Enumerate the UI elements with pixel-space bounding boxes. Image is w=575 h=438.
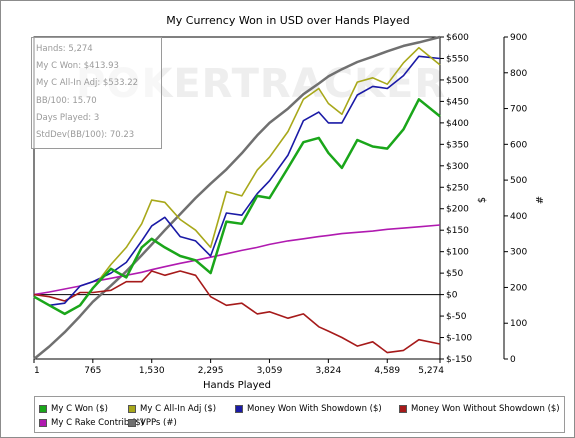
- x-tick-label: 3,824: [315, 366, 341, 376]
- y-axis-right: 900 800 700 600 500 400 300 200 100 0: [503, 33, 527, 365]
- series-layer: [33, 35, 441, 360]
- y2-tick-label: 0: [510, 355, 516, 365]
- y-tick-label: $350: [446, 140, 469, 150]
- legend-swatch: [39, 405, 47, 413]
- legend: My C Won ($) My C All-In Adj ($) Money W…: [34, 396, 565, 433]
- y-tick-label: $150: [446, 226, 469, 236]
- x-tick-label: 3,059: [257, 366, 283, 376]
- x-tick-label: 2,295: [198, 366, 224, 376]
- x-tick-label: 5,274: [418, 366, 444, 376]
- legend-item-vpps: VPPs (#): [128, 418, 177, 428]
- y-axis-right-label: #: [535, 196, 546, 204]
- y-tick-label: $500: [446, 76, 469, 86]
- stat-allin: My C All-In Adj: $533.22: [36, 78, 139, 89]
- x-tick-label: 1,530: [139, 366, 165, 376]
- legend-label: Money Won Without Showdown ($): [411, 404, 560, 414]
- y2-tick-label: 700: [510, 105, 527, 115]
- y2-tick-label: 300: [510, 248, 527, 258]
- y2-tick-label: 400: [510, 212, 527, 222]
- y-axis-left: $600 $550 $500 $450 $400 $350 $300 $250 $200 $150…: [440, 33, 472, 365]
- y-tick-label: $450: [446, 97, 469, 107]
- legend-label: Money Won With Showdown ($): [247, 404, 382, 414]
- chart-title: My Currency Won in USD over Hands Played: [166, 14, 409, 27]
- series-line-0: [33, 98, 441, 316]
- legend-item-allin: My C All-In Adj ($): [128, 404, 216, 414]
- stat-hands: Hands: 5,274: [36, 44, 93, 54]
- legend-item-rake: My C Rake Contrib ($): [39, 418, 144, 428]
- legend-item-nonshowdown: Money Won Without Showdown ($): [399, 404, 560, 414]
- y-tick-label: $400: [446, 119, 469, 129]
- y-tick-label: $-150: [446, 355, 472, 365]
- y-tick-label: $300: [446, 162, 469, 172]
- series-line-1: [33, 46, 441, 315]
- y2-tick-label: 500: [510, 176, 527, 186]
- plot-area: [33, 36, 441, 360]
- x-tick-label: 765: [84, 366, 101, 376]
- y-tick-label: $100: [446, 248, 469, 258]
- x-axis: 1 765 1,530 2,295 3,059 3,824 4,589 5,274: [33, 359, 444, 376]
- legend-swatch: [128, 405, 136, 413]
- y-tick-label: $0: [446, 291, 458, 301]
- y2-tick-label: 600: [510, 140, 527, 150]
- y2-tick-label: 800: [510, 69, 527, 79]
- stat-days: Days Played: 3: [36, 112, 100, 123]
- legend-item-won: My C Won ($): [39, 404, 108, 414]
- legend-swatch: [39, 419, 47, 427]
- series-line-3: [33, 270, 441, 354]
- legend-swatch: [235, 405, 243, 413]
- legend-item-showdown: Money Won With Showdown ($): [235, 404, 382, 414]
- y-tick-label: $550: [446, 54, 469, 64]
- stat-stddev: StdDev(BB/100): 70.23: [36, 130, 135, 141]
- legend-swatch: [128, 419, 136, 427]
- stat-bb100: BB/100: 15.70: [36, 95, 97, 106]
- x-tick-label: 4,589: [374, 366, 400, 376]
- legend-label: My C All-In Adj ($): [140, 404, 217, 414]
- y-tick-label: $-50: [446, 312, 467, 322]
- y2-tick-label: 900: [510, 33, 527, 43]
- legend-label: My C Rake Contrib ($): [51, 418, 145, 428]
- y-tick-label: $200: [446, 205, 469, 215]
- y-tick-label: $-100: [446, 334, 472, 344]
- stat-won: My C Won: $413.93: [36, 61, 119, 72]
- x-tick-label: 1: [34, 366, 40, 376]
- legend-label: My C Won ($): [51, 404, 108, 414]
- legend-swatch: [399, 405, 407, 413]
- stats-box: Hands: 5,274 My C Won: $413.93 My C All-…: [31, 37, 162, 149]
- y-tick-label: $600: [446, 33, 469, 43]
- series-line-5: [33, 35, 441, 360]
- x-axis-label: Hands Played: [203, 380, 271, 391]
- y2-tick-label: 100: [510, 319, 527, 329]
- y2-tick-label: 200: [510, 283, 527, 293]
- y-tick-label: $250: [446, 183, 469, 193]
- y-axis-left-label: $: [477, 197, 488, 203]
- y-tick-label: $50: [446, 269, 463, 279]
- legend-label: VPPs (#): [140, 418, 177, 428]
